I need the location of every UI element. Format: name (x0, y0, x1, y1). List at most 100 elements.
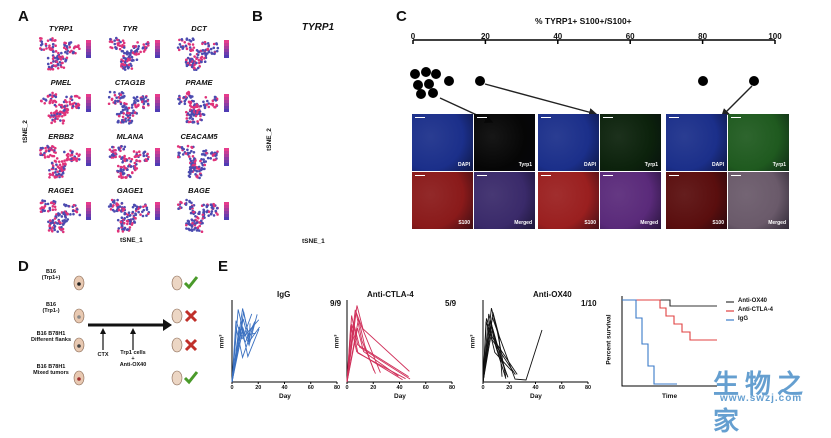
panel-c-micrograph-tile: S100 (412, 172, 473, 229)
panel-d-group-label: B16 (Trp1+) (41, 269, 61, 281)
panel-c-axis (412, 39, 776, 44)
panel-e-x-tick: 0 (481, 385, 485, 391)
panel-e-growth-chart (482, 300, 589, 384)
panel-a-tsne-plot (177, 90, 229, 125)
panel-e-x-tick: 80 (333, 385, 341, 391)
panel-d-group-label: B16 B78H1 Mixed tumors (33, 364, 69, 376)
panel-a-gene-label: GAGE1 (116, 186, 144, 195)
panel-e-growth-chart (346, 300, 453, 384)
panel-a-gene-label: CEACAM5 (180, 132, 218, 141)
panel-d-step-treatment: Trp1 cells + Anti-OX40 (119, 350, 147, 368)
panel-c-channel-label: DAPI (584, 162, 596, 168)
panel-e-x-label: Day (530, 393, 542, 400)
panel-c-micrograph-tile: DAPI (538, 114, 599, 171)
panel-e-x-label: Day (394, 393, 406, 400)
panel-c-channel-label: S100 (712, 220, 724, 226)
panel-a-gene-label: CTAG1B (114, 78, 146, 87)
panel-c-micrograph-tile: DAPI (666, 114, 727, 171)
panel-e-x-tick: 20 (255, 385, 262, 391)
panel-d-graphics (73, 275, 199, 386)
panel-e-x-tick: 40 (532, 385, 539, 391)
panel-e-x-tick: 60 (422, 385, 429, 391)
panel-c-tick-label: 20 (480, 32, 490, 41)
panel-c-channel-label: Tyrp1 (644, 162, 658, 168)
panel-a-tsne-plot (176, 37, 229, 72)
panel-e-chart-title: IgG (277, 290, 291, 299)
panel-c-tick-label: 80 (698, 32, 708, 41)
panel-e-x-tick: 0 (345, 385, 349, 391)
panel-letter-b: B (252, 8, 263, 25)
panel-a-gene-label: ERBB2 (48, 132, 74, 141)
panel-e-y-label: mm³ (333, 334, 341, 349)
panel-b-tsne-plot (283, 38, 344, 98)
panel-c-channel-label: Merged (514, 220, 532, 226)
panel-e-x-tick: 40 (281, 385, 288, 391)
panel-a-gene-label: TYR (122, 24, 138, 33)
panel-a-gene-label: MLANA (116, 132, 144, 141)
panel-c-tick-label: 40 (553, 32, 563, 41)
panel-e-x-tick: 20 (370, 385, 377, 391)
panel-e-x-tick: 0 (230, 385, 234, 391)
panel-c-channel-label: DAPI (458, 162, 470, 168)
panel-a-gene-label: PMEL (50, 78, 72, 87)
panel-b-y-label: tSNE_2 (265, 128, 273, 151)
panel-e-growth-chart (231, 300, 338, 384)
panel-d-group-label: B16 B78H1 Different flanks (30, 331, 72, 343)
panel-d-group-label: B16 (Trp1-) (42, 302, 60, 314)
panel-b-title: TYRP1 (301, 22, 335, 33)
panel-c-micrograph-tile: Tyrp1 (600, 114, 661, 171)
panel-e-x-tick: 80 (584, 385, 592, 391)
panel-a-gene-label: TYRP1 (48, 24, 74, 33)
panel-c-micrograph-tile: S100 (666, 172, 727, 229)
panel-e-survival-legend-entry: Anti-OX40 (738, 298, 768, 304)
panel-letter-e: E (218, 258, 229, 275)
panel-c-channel-label: S100 (458, 220, 470, 226)
panel-b-tsne-plot (283, 170, 344, 232)
panel-c-tick-label: 60 (625, 32, 635, 41)
panel-e-survival-chart (621, 296, 734, 387)
panel-a-tsne-plot (108, 144, 160, 180)
panel-c-channel-label: S100 (584, 220, 596, 226)
watermark-url: www.swzj.com (720, 393, 803, 404)
panel-e-survival-y-label: Percent survival (605, 314, 613, 365)
panel-a-tsne-plot (108, 36, 160, 71)
panel-a-tsne-plot (39, 199, 91, 234)
panel-e-x-tick: 40 (396, 385, 403, 391)
panel-c-channel-label: Merged (640, 220, 658, 226)
panel-e-x-tick: 20 (506, 385, 513, 391)
panel-a-x-label: tSNE_1 (120, 237, 143, 244)
panel-c-micrograph-tile: S100 (538, 172, 599, 229)
panel-c-channel-label: Tyrp1 (772, 162, 786, 168)
panel-e-x-tick: 60 (558, 385, 565, 391)
panel-e-y-label: mm³ (469, 334, 477, 349)
panel-a-tsne-plot (39, 91, 91, 125)
panel-e-survival-legend-entry: Anti-CTLA-4 (738, 307, 773, 313)
panel-letter-c: C (396, 8, 407, 25)
panel-a-tsne-plot (38, 36, 91, 71)
panel-c-dots-and-arrows (410, 67, 759, 123)
panel-c-micrograph-tile: Tyrp1 (728, 114, 789, 171)
panel-a-gene-label: DCT (191, 24, 207, 33)
panel-letter-a: A (18, 8, 29, 25)
panel-e-survival-curve (622, 299, 717, 341)
panel-c-data-dots (410, 67, 759, 99)
panel-e-chart-title: Anti-CTLA-4 (367, 290, 414, 299)
panel-a-tsne-plot (176, 198, 229, 233)
panel-b-tsne-plot (283, 103, 344, 165)
panel-e-y-label: mm³ (218, 334, 226, 349)
panel-e-chart-ratio: 1/10 (581, 299, 597, 308)
panel-c-channel-label: Merged (768, 220, 786, 226)
panel-a-tsne-plot (176, 144, 229, 180)
panel-a-tsne-plot (107, 198, 160, 233)
panel-c-micrograph-tile: Tyrp1 (474, 114, 535, 171)
panel-c-axis-title: % TYRP1+ S100+/S100+ (535, 16, 632, 26)
panel-c-tick-label: 0 (410, 32, 416, 41)
panel-e-x-tick: 80 (448, 385, 456, 391)
panel-a-gene-label: RAGE1 (48, 186, 74, 195)
panel-a-tsne-plot (39, 144, 91, 179)
panel-c-micrograph-tile: Merged (474, 172, 535, 229)
panel-e-chart-title: Anti-OX40 (533, 290, 572, 299)
panel-c-micrograph-tile: Merged (728, 172, 789, 229)
panel-e-chart-ratio: 9/9 (330, 299, 342, 308)
panel-d-step-ctx: CTX (97, 352, 109, 358)
